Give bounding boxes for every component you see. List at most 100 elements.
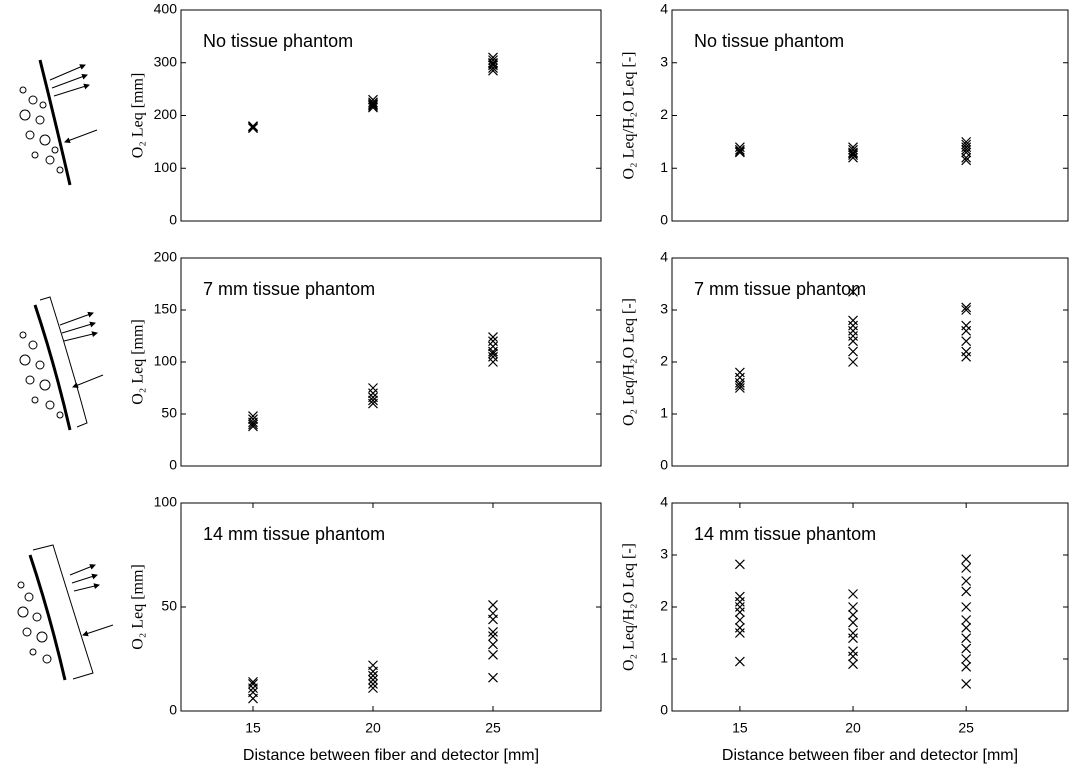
marker-x — [848, 315, 858, 326]
marker-x — [488, 332, 498, 342]
marker-x — [248, 411, 258, 422]
marker-x — [368, 97, 378, 108]
marker-x — [734, 591, 745, 602]
marker-x — [734, 607, 745, 618]
marker-x — [488, 348, 498, 359]
marker-x — [488, 599, 498, 610]
marker-x — [961, 661, 972, 672]
y-tick-label: 2 — [660, 353, 668, 369]
marker-x — [488, 55, 498, 66]
y-axis-label: O₂ Leq/H₂O Leq [-] — [621, 52, 638, 180]
marker-x — [734, 367, 745, 378]
marker-x — [961, 622, 972, 633]
x-axis-label: Distance between fiber and detector [mm] — [243, 747, 539, 764]
marker-x — [488, 627, 498, 637]
marker-x — [961, 615, 972, 625]
marker-x — [848, 617, 858, 628]
marker-x — [848, 602, 858, 612]
y-tick-label: 2 — [660, 106, 668, 122]
marker-x — [734, 372, 745, 383]
marker-x — [248, 419, 258, 430]
marker-x — [488, 336, 498, 347]
y-tick-label: 4 — [660, 1, 668, 17]
marker-x — [961, 554, 972, 565]
marker-x — [961, 679, 972, 689]
panel-title: 7 mm tissue phantom — [203, 279, 375, 299]
marker-x — [961, 654, 972, 664]
y-tick-label: 50 — [161, 405, 177, 421]
panel-title: No tissue phantom — [694, 31, 844, 51]
marker-x — [961, 576, 972, 586]
marker-x — [488, 608, 498, 619]
marker-x — [848, 346, 858, 357]
marker-x — [848, 609, 858, 620]
marker-x — [734, 615, 745, 625]
marker-x — [734, 656, 745, 667]
y-tick-label: 4 — [660, 494, 668, 510]
marker-x — [488, 65, 498, 76]
marker-x — [961, 563, 972, 573]
marker-x — [488, 672, 498, 683]
marker-x — [368, 392, 378, 403]
marker-x — [368, 98, 378, 109]
marker-x — [734, 596, 745, 607]
y-tick-label: 200 — [154, 249, 178, 265]
x-axis-label: Distance between fiber and detector [mm] — [722, 747, 1018, 764]
marker-x — [368, 674, 378, 685]
marker-x — [961, 320, 972, 331]
panel-title: 14 mm tissue phantom — [203, 524, 385, 544]
marker-x — [848, 336, 858, 347]
icon-7mm-phantom — [19, 296, 104, 431]
marker-x — [848, 325, 858, 336]
marker-x — [848, 286, 858, 297]
marker-x — [368, 683, 378, 694]
marker-x — [368, 395, 378, 406]
x-tick-label: 15 — [245, 720, 261, 736]
marker-x — [734, 380, 745, 391]
marker-x — [961, 144, 972, 155]
marker-x — [368, 101, 378, 111]
marker-x — [248, 679, 258, 689]
x-tick-label: 20 — [365, 720, 381, 736]
marker-x — [368, 383, 378, 393]
y-tick-label: 1 — [660, 405, 668, 421]
marker-x — [488, 58, 498, 69]
y-tick-label: 4 — [660, 249, 668, 265]
marker-x — [961, 351, 972, 362]
marker-x — [848, 320, 858, 331]
y-axis-label: O₂ Leq/H₂O Leq [-] — [621, 543, 638, 671]
panel-title: 14 mm tissue phantom — [694, 524, 876, 544]
marker-x — [368, 670, 378, 681]
marker-x — [488, 346, 498, 357]
y-tick-label: 3 — [660, 546, 668, 562]
marker-x — [734, 559, 745, 570]
icon-no-phantom — [19, 59, 98, 186]
marker-x — [488, 357, 498, 367]
marker-x — [961, 325, 972, 336]
y-tick-label: 0 — [169, 457, 177, 473]
marker-x — [248, 121, 258, 132]
marker-x — [961, 336, 972, 347]
y-tick-label: 0 — [169, 702, 177, 718]
marker-x — [488, 631, 498, 642]
y-axis-label: O₂ Leq/H₂O Leq [-] — [621, 298, 638, 426]
y-tick-label: 400 — [154, 1, 178, 17]
marker-x — [961, 302, 972, 313]
marker-x — [488, 341, 498, 352]
marker-x — [734, 622, 745, 633]
x-tick-label: 25 — [958, 720, 974, 736]
marker-x — [368, 388, 378, 399]
marker-x — [961, 136, 972, 147]
y-tick-label: 50 — [161, 598, 177, 614]
marker-x — [848, 589, 858, 599]
marker-x — [961, 643, 972, 654]
marker-x — [248, 676, 258, 687]
marker-x — [848, 628, 858, 638]
y-tick-label: 150 — [154, 301, 178, 317]
y-tick-label: 300 — [154, 53, 178, 69]
marker-x — [961, 346, 972, 357]
y-tick-label: 0 — [660, 457, 668, 473]
marker-x — [961, 633, 972, 644]
